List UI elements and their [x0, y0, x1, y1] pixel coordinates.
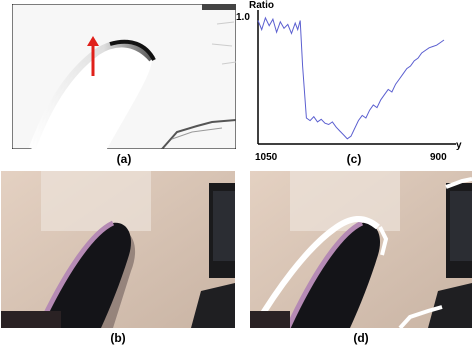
- caption-b: (b): [110, 331, 126, 345]
- arrow-marker: [87, 36, 99, 76]
- panel-a-image: [12, 4, 236, 149]
- panel-b-image: [1, 171, 235, 328]
- caption-c: (c): [346, 152, 362, 166]
- ratio-series-line: [257, 16, 445, 140]
- y-tick-label: 1.0: [236, 12, 250, 23]
- caption-d: (d): [353, 331, 369, 345]
- y-axis-label: Ratio: [249, 0, 274, 11]
- panel-d-image: [250, 171, 472, 328]
- ratio-chart: [257, 10, 456, 145]
- x-tick-label-start: 1050: [255, 152, 278, 163]
- x-tick-label-end: 900: [430, 152, 447, 163]
- caption-a: (a): [116, 152, 132, 166]
- x-axis-label: y: [456, 140, 462, 151]
